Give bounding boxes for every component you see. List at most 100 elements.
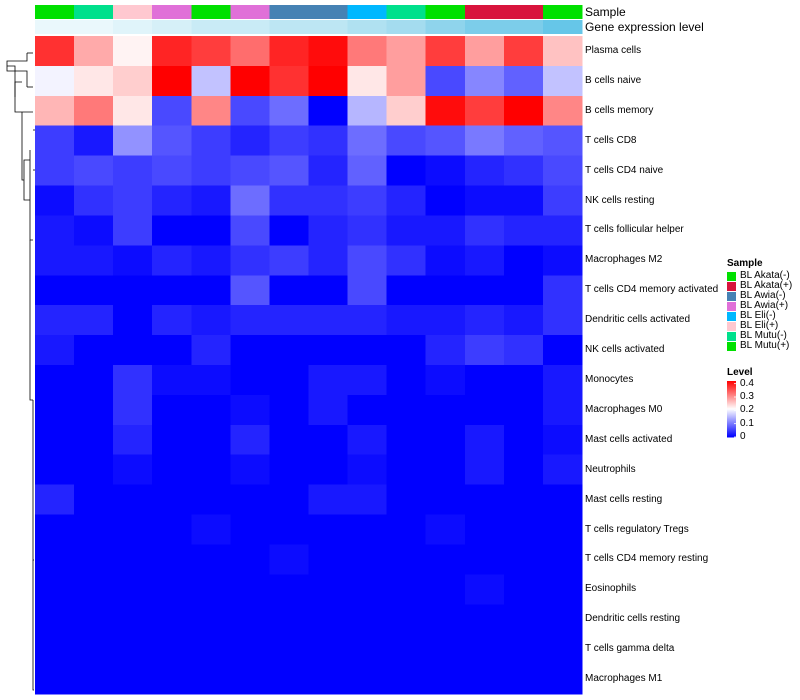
heatmap-cell [308,634,349,665]
heatmap-cell [113,544,153,575]
heatmap-cell [230,245,270,276]
heatmap-cell [152,454,192,486]
heatmap-cell [74,155,114,187]
heatmap-cell [308,604,349,635]
heatmap-cell [269,215,309,246]
legend-level-title: Level [727,367,753,378]
legend-level-colorbar-segment [727,390,736,392]
heatmap-cell [386,365,427,396]
heatmap-cell [464,365,505,396]
heatmap-cell [542,125,583,157]
heatmap-cell [113,275,153,306]
heatmap-cell [113,125,153,157]
heatmap-cell [269,514,309,545]
heatmap-cell [191,664,231,695]
legend-level-tick-label: 0.3 [740,391,754,402]
heatmap-cell [269,36,309,67]
heatmap-cell [74,215,114,246]
heatmap-cell [425,335,466,366]
row-label: Dendritic cells activated [585,314,691,326]
legend-level-colorbar-segment [727,419,736,421]
heatmap-cell [74,305,114,336]
heatmap-cell [347,544,388,575]
heatmap-cell [152,275,192,306]
legend-level-colorbar-segment [727,389,736,391]
expression-level-annotation-cell [230,20,270,34]
heatmap-cell [464,424,505,456]
heatmap-cell [230,394,270,426]
heatmap-cell [425,185,466,216]
heatmap-cell [542,634,583,665]
legend-level-colorbar-segment [727,402,736,404]
row-label: T cells gamma delta [585,643,675,655]
legend-level-colorbar-segment [727,416,736,418]
heatmap-cell [35,65,75,97]
heatmap-cell [464,185,505,216]
legend-level-colorbar-segment [727,395,736,397]
heatmap-cell [191,454,231,486]
heatmap-cell [269,125,309,157]
heatmap-cell [386,275,427,306]
legend-level-colorbar-segment [727,410,736,412]
heatmap-cell [230,664,270,695]
legend-level-tick-label: 0.1 [740,417,754,429]
heatmap-cell [269,544,309,575]
heatmap-cell [542,514,583,545]
heatmap-cell [386,125,427,157]
heatmap-cell [347,125,388,157]
heatmap-cell [113,245,153,276]
legend-level-tick-label: 0.2 [740,404,754,416]
legend-level-colorbar-segment [727,428,736,430]
legend-level-colorbar-segment [727,399,736,401]
heatmap-cell [35,185,75,216]
legend-level-colorbar-segment [727,434,736,436]
heatmap-cell [503,574,544,605]
heatmap-cell [191,125,231,157]
annotation-label-sample: Sample [585,5,626,19]
heatmap-cell [191,544,231,575]
expression-level-annotation-cell [152,20,192,34]
heatmap-cell [503,365,544,396]
expression-level-annotation-cell [464,20,505,34]
heatmap-cell [425,664,466,695]
heatmap-cell [503,155,544,187]
heatmap-cell [269,634,309,665]
heatmap-cell [308,215,349,246]
heatmap-cell [113,65,153,97]
heatmap-cell [35,664,75,695]
heatmap-cell [503,275,544,306]
legend-level-colorbar-segment [727,414,736,416]
heatmap-cell [542,215,583,246]
heatmap-cell [425,424,466,456]
heatmap-cell [191,484,231,516]
heatmap-cell [503,125,544,157]
heatmap-cell [464,36,505,67]
sample-annotation-cell [542,5,583,19]
heatmap-cell [386,484,427,516]
heatmap-cell [35,634,75,665]
heatmap-cell [74,245,114,276]
legend-level-colorbar-segment [727,387,736,389]
row-label: Macrophages M1 [585,673,663,685]
heatmap-cell [191,335,231,366]
heatmap-cell [542,544,583,575]
heatmap-cell [152,185,192,216]
heatmap-cell [347,36,388,67]
heatmap-cell [113,634,153,665]
legend-sample-label: BL Eli(-) [740,310,776,321]
legend-level-colorbar-segment [727,431,736,433]
heatmap-cell [464,65,505,97]
heatmap-cell [464,514,505,545]
expression-level-annotation-cell [35,20,75,34]
heatmap-cell [464,574,505,605]
heatmap-cell [542,335,583,366]
sample-annotation-cell [347,5,388,19]
heatmap-cell [35,215,75,246]
legend-sample-label: BL Awia(-) [740,290,786,301]
heatmap-cell [425,65,466,97]
heatmap-cell [347,95,388,127]
legend-sample-label: BL Awia(+) [740,300,789,311]
heatmap-cell [347,514,388,545]
sample-annotation-cell [503,5,544,19]
heatmap-cell [35,245,75,276]
